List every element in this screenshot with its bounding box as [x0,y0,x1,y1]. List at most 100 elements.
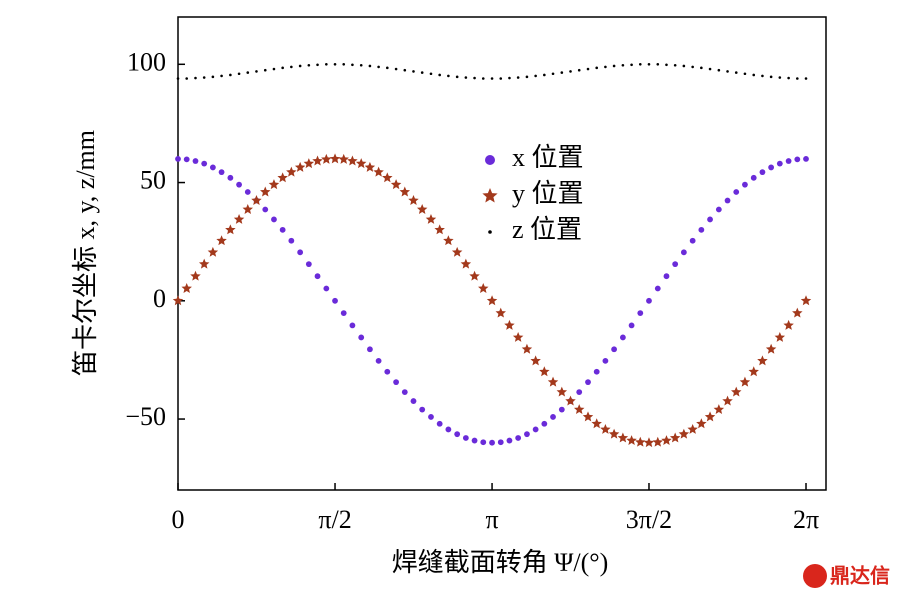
dot-marker [499,77,503,80]
x-tick-label: 0 [172,505,185,534]
circle-marker [602,357,609,364]
circle-marker [297,249,304,256]
circle-marker [410,398,417,404]
dot-marker [298,64,302,68]
dot-marker [202,76,206,79]
circle-marker [445,426,452,433]
dot-marker [726,70,729,73]
dot-marker [621,63,625,67]
watermark: 鼎达信 [830,564,890,588]
dot-marker [604,65,607,69]
circle-marker [715,206,722,213]
star-marker [277,172,288,183]
dot-marker [543,73,546,77]
x-tick-label: π/2 [318,505,351,534]
circle-marker [803,156,809,162]
star-marker [687,423,698,434]
x-tick-label: 3π/2 [626,505,672,534]
star-marker [460,258,472,269]
dot-marker [412,70,415,73]
dot-marker [804,77,808,80]
star-marker [652,436,664,447]
star-marker [303,158,315,169]
star-marker [181,283,192,293]
star-marker [530,355,541,366]
circle-marker [672,261,679,268]
circle-marker [485,155,495,165]
circle-marker [218,169,225,176]
star-marker [582,411,594,422]
dot-marker [778,76,782,79]
star-marker [482,188,498,203]
star-marker [242,204,253,214]
circle-marker [750,174,757,181]
circle-marker [462,435,469,441]
circle-marker [183,156,190,163]
star-marker [451,246,463,257]
star-marker [512,331,524,342]
star-marker [765,343,777,354]
circle-marker [227,174,234,181]
circle-marker [305,261,312,268]
dot-marker [229,73,232,77]
star-marker [792,307,803,318]
star-marker [251,195,262,205]
star-marker [783,319,794,330]
circle-marker [497,439,504,446]
dot-marker [769,75,773,79]
star-marker [373,166,384,177]
dot-marker [386,66,389,70]
circle-marker [192,158,199,164]
star-marker [539,366,550,377]
dot-marker [211,75,215,79]
dot-marker [255,70,258,73]
dot-marker [194,76,197,80]
circle-marker [593,368,600,375]
circle-marker [776,160,783,167]
circle-marker [428,414,434,420]
dot-marker [368,64,372,68]
star-marker [364,161,376,172]
dot-marker [176,77,180,80]
star-marker [416,204,428,214]
dot-marker [481,77,485,80]
star-marker [294,161,306,172]
circle-marker [785,158,792,164]
circle-marker [707,216,713,223]
star-marker [600,423,611,434]
dot-marker [647,63,651,66]
dot-marker [342,63,346,66]
circle-marker [742,181,748,188]
circle-marker [619,334,626,341]
dot-marker [717,68,721,72]
star-marker [556,386,568,397]
dot-marker [586,67,590,71]
circle-marker [271,216,277,223]
star-marker [408,195,419,205]
star-marker [382,172,393,183]
star-marker [617,432,629,443]
star-marker [478,283,489,293]
x-axis-label: 焊缝截面转角 Ψ/(°) [392,548,609,577]
star-marker [338,153,349,164]
circle-marker [244,189,251,195]
star-marker [486,295,498,306]
star-marker [643,437,655,448]
circle-marker [367,346,373,353]
star-marker [190,270,201,281]
star-marker [355,158,367,169]
dot-marker [420,71,424,74]
x-tick-label: π [485,505,498,534]
star-marker [312,155,323,166]
dot-marker [316,63,319,67]
circle-marker [611,346,617,353]
circle-marker [340,310,347,316]
star-marker [172,295,184,306]
star-marker [591,418,602,429]
star-marker [696,418,707,429]
circle-marker [332,297,338,304]
star-marker [722,395,733,406]
circle-marker [663,273,670,280]
dot-marker [394,67,398,71]
